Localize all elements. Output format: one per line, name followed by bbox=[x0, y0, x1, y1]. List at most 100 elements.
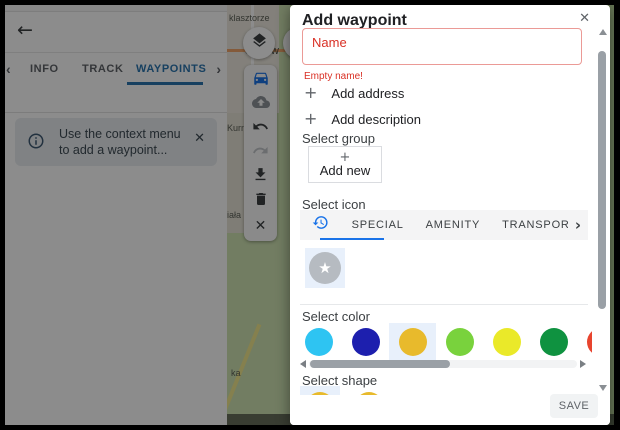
dialog-scroll-area: Name Empty name! + Add address + Add des… bbox=[290, 27, 594, 395]
color-option-green[interactable] bbox=[530, 323, 577, 361]
star-icon: ★ bbox=[318, 258, 332, 277]
scroll-up-arrow[interactable] bbox=[599, 29, 607, 35]
select-shape-label: Select shape bbox=[302, 373, 378, 388]
icon-category-tabs: SPECIAL AMENITY TRANSPORT › bbox=[300, 210, 588, 240]
car-icon bbox=[252, 69, 270, 92]
dialog-close-icon[interactable]: ✕ bbox=[579, 11, 590, 26]
color-swatch bbox=[398, 328, 427, 356]
shape-option-square[interactable] bbox=[398, 386, 438, 395]
plus-icon: + bbox=[304, 83, 318, 102]
icon-options-panel: ★ bbox=[300, 240, 588, 305]
layers-icon bbox=[251, 32, 268, 54]
add-description-label: Add description bbox=[331, 111, 422, 127]
color-swatch bbox=[304, 328, 333, 356]
color-option-yellow[interactable] bbox=[483, 323, 530, 361]
add-new-label: Add new bbox=[319, 162, 371, 178]
route-car-mode-button[interactable] bbox=[252, 71, 270, 89]
tab-track[interactable]: TRACK bbox=[82, 63, 124, 75]
scrollbar-thumb[interactable] bbox=[310, 360, 450, 368]
tab-info[interactable]: INFO bbox=[30, 63, 59, 75]
name-input[interactable]: Name bbox=[302, 28, 582, 65]
tabs-prev-icon[interactable]: ‹ bbox=[6, 61, 11, 77]
icon-tab-special[interactable]: SPECIAL bbox=[351, 219, 404, 231]
scroll-left-arrow[interactable] bbox=[300, 360, 306, 368]
plus-icon: + bbox=[339, 149, 351, 165]
info-icon bbox=[27, 132, 45, 150]
delete-button[interactable] bbox=[252, 193, 270, 211]
dialog-title: Add waypoint bbox=[302, 12, 407, 29]
color-option-cyan[interactable] bbox=[295, 323, 342, 361]
shape-option-circle-selected[interactable] bbox=[300, 386, 340, 395]
select-color-label: Select color bbox=[302, 309, 370, 324]
panel-tab-bar: ‹ INFO TRACK WAYPOINTS › bbox=[5, 52, 227, 85]
selected-icon-option[interactable]: ★ bbox=[305, 248, 345, 288]
map-label-klasztorze: klasztorze bbox=[229, 13, 270, 23]
waypoint-hint-alert: Use the context menu to add a waypoint..… bbox=[15, 118, 217, 166]
history-icon bbox=[312, 214, 329, 236]
color-swatch bbox=[445, 328, 474, 356]
close-icon: ✕ bbox=[254, 217, 267, 234]
icon-circle: ★ bbox=[309, 252, 341, 284]
add-new-group-button[interactable]: + Add new bbox=[308, 146, 382, 183]
color-swatch bbox=[539, 328, 568, 356]
undo-button[interactable] bbox=[252, 120, 270, 138]
toolbar-close-button[interactable]: ✕ bbox=[252, 217, 270, 235]
shape-circle bbox=[306, 392, 334, 395]
scroll-down-arrow[interactable] bbox=[599, 385, 607, 391]
map-label-kurn: Kurn bbox=[227, 123, 247, 133]
save-button[interactable]: SAVE bbox=[550, 394, 598, 418]
icon-tab-transport[interactable]: TRANSPORT bbox=[502, 219, 577, 231]
redo-icon bbox=[252, 142, 269, 164]
cloud-upload-icon bbox=[251, 93, 270, 116]
add-description-button[interactable]: + Add description bbox=[304, 109, 421, 129]
scrollbar-thumb[interactable] bbox=[598, 51, 606, 309]
add-address-label: Add address bbox=[331, 85, 405, 101]
color-option-gold-selected[interactable] bbox=[389, 323, 436, 361]
map-layers-button[interactable] bbox=[243, 27, 275, 59]
panel-divider bbox=[5, 112, 227, 113]
dialog-scrollbar[interactable] bbox=[596, 29, 608, 391]
active-tab-underline bbox=[127, 82, 203, 85]
undo-icon bbox=[252, 118, 269, 140]
icon-tab-recent[interactable] bbox=[300, 210, 341, 240]
track-edit-toolbar: ✕ bbox=[244, 65, 277, 241]
tabs-next-icon[interactable]: › bbox=[216, 61, 221, 77]
add-address-button[interactable]: + Add address bbox=[304, 83, 404, 103]
scroll-right-arrow[interactable] bbox=[580, 360, 586, 368]
tab-waypoints[interactable]: WAYPOINTS bbox=[136, 63, 207, 75]
download-button[interactable] bbox=[252, 168, 270, 186]
shape-options-row bbox=[300, 386, 438, 395]
color-scrollbar[interactable] bbox=[300, 358, 586, 370]
redo-button[interactable] bbox=[252, 144, 270, 162]
alert-message: Use the context menu to add a waypoint..… bbox=[59, 127, 181, 158]
name-error-text: Empty name! bbox=[304, 71, 363, 82]
map-label-ka: ka bbox=[231, 368, 241, 378]
color-option-light-green[interactable] bbox=[436, 323, 483, 361]
app-window: klasztorze Sułów Kurn iała ka bbox=[5, 5, 614, 425]
track-panel: ← ‹ INFO TRACK WAYPOINTS › Use the conte… bbox=[5, 5, 227, 425]
select-group-label: Select group bbox=[302, 131, 375, 146]
dialog-footer: SAVE bbox=[290, 394, 610, 425]
color-swatch bbox=[351, 328, 380, 356]
color-options-row bbox=[290, 323, 592, 361]
color-swatch bbox=[492, 328, 521, 356]
select-icon-label: Select icon bbox=[302, 197, 366, 212]
download-icon bbox=[252, 166, 269, 188]
icon-tabs-more-icon[interactable]: › bbox=[568, 210, 588, 240]
map-label-iala: iała bbox=[227, 210, 242, 220]
color-option-red[interactable] bbox=[577, 323, 592, 361]
icon-tab-amenity[interactable]: AMENITY bbox=[425, 219, 481, 231]
color-option-navy[interactable] bbox=[342, 323, 389, 361]
name-input-label: Name bbox=[312, 35, 347, 50]
add-waypoint-dialog: Add waypoint ✕ Name Empty name! + Add ad… bbox=[290, 5, 610, 425]
color-swatch bbox=[586, 328, 592, 356]
trash-icon bbox=[253, 191, 269, 212]
cloud-upload-button[interactable] bbox=[251, 93, 270, 116]
shape-circle bbox=[355, 392, 383, 395]
alert-close-icon[interactable]: ✕ bbox=[194, 131, 205, 146]
back-button[interactable]: ← bbox=[17, 19, 33, 41]
icon-active-tab-underline bbox=[320, 238, 384, 240]
shape-option-circle[interactable] bbox=[349, 386, 389, 395]
panel-top-strip bbox=[5, 5, 227, 12]
